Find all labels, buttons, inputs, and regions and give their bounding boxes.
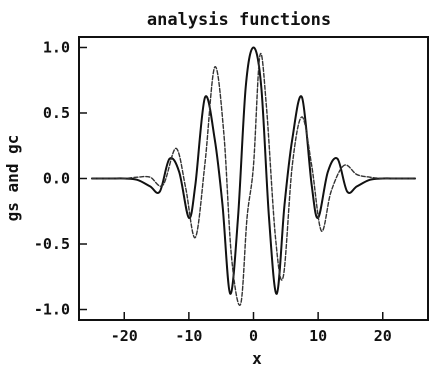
y-tick-label: 0.0 — [43, 170, 70, 188]
x-tick-label: -20 — [111, 327, 138, 345]
x-axis-ticks: -20 -10 0 10 20 — [111, 312, 392, 345]
x-tick-label: -10 — [175, 327, 202, 345]
x-axis-label: x — [252, 349, 262, 368]
y-tick-label: -1.0 — [34, 301, 70, 319]
chart-title: analysis functions — [147, 10, 331, 30]
y-tick-label: -0.5 — [34, 235, 70, 253]
y-axis-ticks: 1.0 0.5 0.0 -0.5 -1.0 — [34, 38, 87, 319]
y-axis-label: gs and gc — [3, 135, 22, 222]
x-tick-label: 10 — [309, 327, 327, 345]
x-tick-label: 0 — [249, 327, 258, 345]
x-tick-label: 20 — [374, 327, 392, 345]
series-layer — [90, 46, 417, 307]
y-tick-label: 0.5 — [43, 104, 70, 122]
y-tick-label: 1.0 — [43, 38, 70, 56]
series-line-solid — [90, 46, 417, 295]
series-line-dashed — [91, 52, 416, 307]
